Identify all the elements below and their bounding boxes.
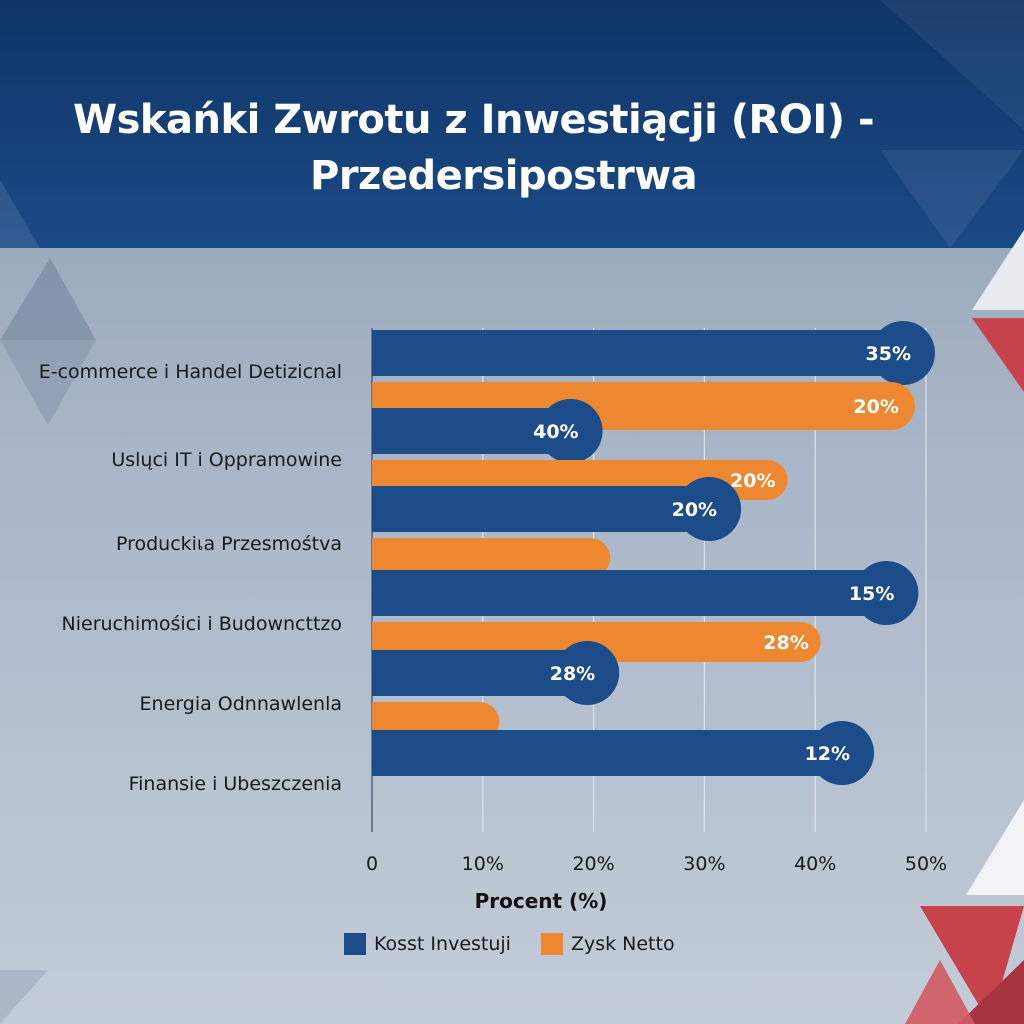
data-label: 12% — [805, 743, 850, 765]
bar-cap-series-1 — [677, 477, 742, 541]
deco-triangle-left-3 — [0, 970, 48, 1024]
legend-label-series-1: Kosst Investuji — [374, 933, 511, 955]
x-tick-label: 40% — [794, 853, 836, 875]
bar-series-1 — [372, 330, 903, 376]
bar-series-1 — [372, 730, 843, 776]
legend: Kosst Investuji Zysk Netto — [344, 930, 675, 958]
x-tick-label: 50% — [905, 853, 947, 875]
deco-triangle-header-2 — [880, 150, 1024, 248]
chart-title-line-2: Przedersipostrwa — [310, 153, 698, 199]
category-labels: E-commerce i Handel Detizicnal Uslųci IT … — [39, 361, 342, 795]
bar-series-1 — [372, 486, 710, 532]
deco-triangle-header-3 — [0, 180, 40, 248]
x-tick-label: 20% — [572, 853, 614, 875]
data-label: 35% — [866, 343, 911, 365]
deco-triangle-left-2 — [0, 340, 96, 425]
data-label: 20% — [672, 499, 717, 521]
deco-triangle-header-1 — [880, 0, 1024, 130]
bar-cap-series-2 — [866, 382, 915, 430]
bar-series-1 — [372, 650, 588, 696]
bar-series-1 — [372, 408, 571, 454]
bar-cap-series-1 — [810, 721, 875, 785]
bar-cap-series-2 — [780, 622, 821, 662]
legend-swatch-series-1 — [344, 933, 366, 955]
category-label: E-commerce i Handel Detizicnal — [39, 361, 342, 383]
chart-title: Wskańki Zwrotu z Inwestiącji (ROI) - Prz… — [0, 92, 940, 204]
data-label: 20% — [853, 396, 898, 418]
bar-cap-series-1 — [871, 321, 935, 385]
legend-item-series-1: Kosst Investuji — [344, 933, 511, 955]
deco-triangle-right-5 — [958, 960, 1024, 1024]
category-label: Produckiเa Przesmośtva — [116, 533, 342, 555]
bar-cap-series-2 — [747, 460, 788, 500]
chart-title-line-1: Wskańki Zwrotu z Inwestiącji (ROI) - — [73, 97, 875, 143]
data-label: 15% — [849, 583, 894, 605]
deco-triangle-right-3 — [966, 800, 1024, 895]
header-banner: Wskańki Zwrotu z Inwestiącji (ROI) - Prz… — [0, 0, 1024, 248]
deco-triangle-right-2 — [972, 318, 1024, 392]
x-axis-label: Procent (%) — [475, 889, 608, 913]
bar-cap-series-1 — [555, 641, 620, 705]
x-tick-label: 10% — [462, 853, 504, 875]
category-label: Finansie i Ubeszczenia — [129, 773, 342, 795]
bars: 35% 20% 40% 20% 20% 15% 28% 28% 12% — [372, 321, 935, 785]
x-tick-label: 0 — [366, 853, 378, 875]
data-label: 20% — [730, 470, 775, 492]
data-label: 28% — [550, 663, 595, 685]
bar-cap-series-1 — [538, 399, 603, 463]
x-tick-label: 30% — [683, 853, 725, 875]
deco-triangle-right-6 — [905, 960, 975, 1024]
bar-cap-series-2 — [570, 538, 611, 578]
category-label: Energia Odnnawlenla — [140, 693, 342, 715]
legend-label-series-2: Zysk Netto — [570, 933, 675, 955]
category-label: Nieruchimośici i Budowncttzo — [62, 613, 342, 635]
data-label: 40% — [533, 421, 578, 443]
x-axis-ticks: 0 10% 20% 30% 40% 50% — [366, 853, 947, 875]
legend-swatch-series-2 — [540, 933, 563, 955]
data-label: 28% — [763, 632, 808, 654]
category-label: Uslųci IT i Oppramowine — [111, 449, 342, 471]
legend-item-series-2: Zysk Netto — [540, 933, 675, 955]
deco-triangle-right-1 — [972, 230, 1024, 310]
deco-triangle-left-1 — [0, 258, 96, 340]
bar-series-1 — [372, 570, 887, 616]
bar-cap-series-1 — [854, 561, 919, 625]
